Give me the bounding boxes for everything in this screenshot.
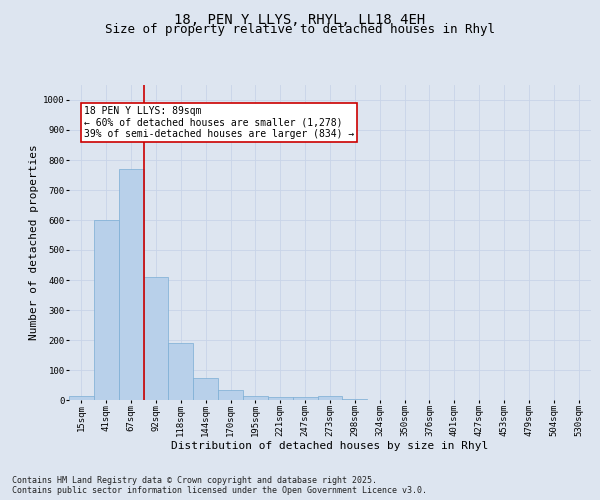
Bar xyxy=(218,390,243,400)
X-axis label: Distribution of detached houses by size in Rhyl: Distribution of detached houses by size … xyxy=(172,440,488,450)
Y-axis label: Number of detached properties: Number of detached properties xyxy=(29,144,39,340)
Bar xyxy=(243,396,268,400)
Bar xyxy=(143,277,169,400)
Bar xyxy=(268,397,293,400)
Bar xyxy=(69,396,94,400)
Text: 18, PEN Y LLYS, RHYL, LL18 4EH: 18, PEN Y LLYS, RHYL, LL18 4EH xyxy=(175,12,425,26)
Bar xyxy=(169,343,193,400)
Bar xyxy=(94,220,119,400)
Text: 18 PEN Y LLYS: 89sqm
← 60% of detached houses are smaller (1,278)
39% of semi-de: 18 PEN Y LLYS: 89sqm ← 60% of detached h… xyxy=(84,106,354,139)
Bar xyxy=(293,397,317,400)
Text: Contains HM Land Registry data © Crown copyright and database right 2025.
Contai: Contains HM Land Registry data © Crown c… xyxy=(12,476,427,495)
Bar xyxy=(119,169,143,400)
Bar xyxy=(193,378,218,400)
Bar xyxy=(343,398,367,400)
Text: Size of property relative to detached houses in Rhyl: Size of property relative to detached ho… xyxy=(105,24,495,36)
Bar xyxy=(317,396,343,400)
